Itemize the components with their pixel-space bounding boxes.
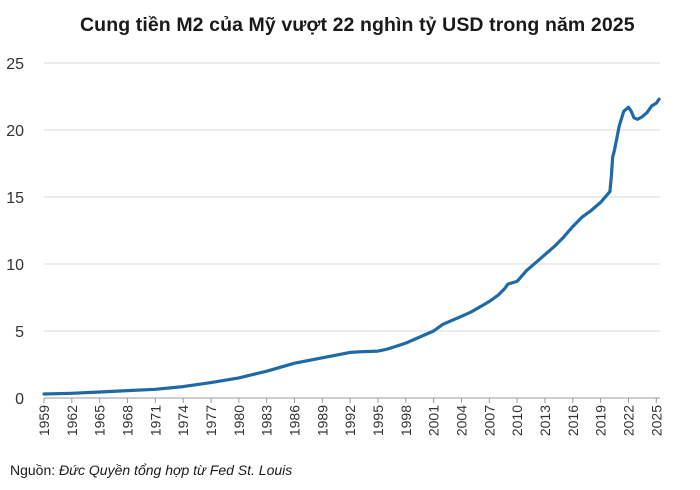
x-tick-label-2010: 2010: [509, 405, 525, 436]
x-tick-label-2019: 2019: [593, 405, 609, 436]
series-line-0: [42, 97, 661, 396]
source-label: Nguồn:: [10, 462, 60, 478]
x-tick-label-1983: 1983: [259, 405, 275, 436]
gridlines: [44, 62, 660, 399]
x-tick-label-1965: 1965: [92, 405, 108, 436]
y-tick-label-5: 5: [15, 324, 24, 341]
x-tick-label-1959: 1959: [36, 405, 52, 436]
x-tick-label-2022: 2022: [620, 405, 636, 436]
source-text: Đức Quyền tổng hợp từ Fed St. Louis: [59, 462, 293, 478]
x-tick-label-1995: 1995: [370, 405, 386, 436]
x-tick-label-2004: 2004: [453, 405, 469, 436]
y-axis-ticks: 0 5 10 15 20 25: [6, 56, 24, 408]
x-tick-label-2001: 2001: [426, 405, 442, 436]
source-note: Nguồn: Đức Quyền tổng hợp từ Fed St. Lou…: [10, 462, 292, 478]
x-tick-label-1968: 1968: [119, 405, 135, 436]
x-tick-label-1962: 1962: [64, 405, 80, 436]
x-tick-label-2016: 2016: [565, 405, 581, 436]
x-tick-label-1980: 1980: [231, 405, 247, 436]
x-axis-ticks: 1959 1962 1965 1968 1971 1974 1977 1980 1983 1986…: [36, 398, 664, 436]
y-tick-label-15: 15: [6, 190, 24, 207]
x-tick-label-2013: 2013: [537, 405, 553, 436]
x-tick-label-1986: 1986: [286, 405, 302, 436]
x-tick-label-1971: 1971: [147, 405, 163, 436]
x-tick-label-1974: 1974: [175, 405, 191, 436]
x-tick-label-2025: 2025: [648, 405, 664, 436]
x-tick-label-2007: 2007: [481, 405, 497, 436]
x-tick-label-1989: 1989: [314, 405, 330, 436]
series-layer: [42, 97, 661, 396]
y-tick-label-20: 20: [6, 123, 24, 140]
y-tick-label-10: 10: [6, 257, 24, 274]
x-tick-label-1992: 1992: [342, 405, 358, 436]
x-tick-label-1998: 1998: [398, 405, 414, 436]
y-tick-label-25: 25: [6, 56, 24, 73]
y-tick-label-0: 0: [15, 391, 24, 408]
x-tick-label-1977: 1977: [203, 405, 219, 436]
chart-title: Cung tiền M2 của Mỹ vượt 22 nghìn tỷ USD…: [80, 14, 635, 36]
